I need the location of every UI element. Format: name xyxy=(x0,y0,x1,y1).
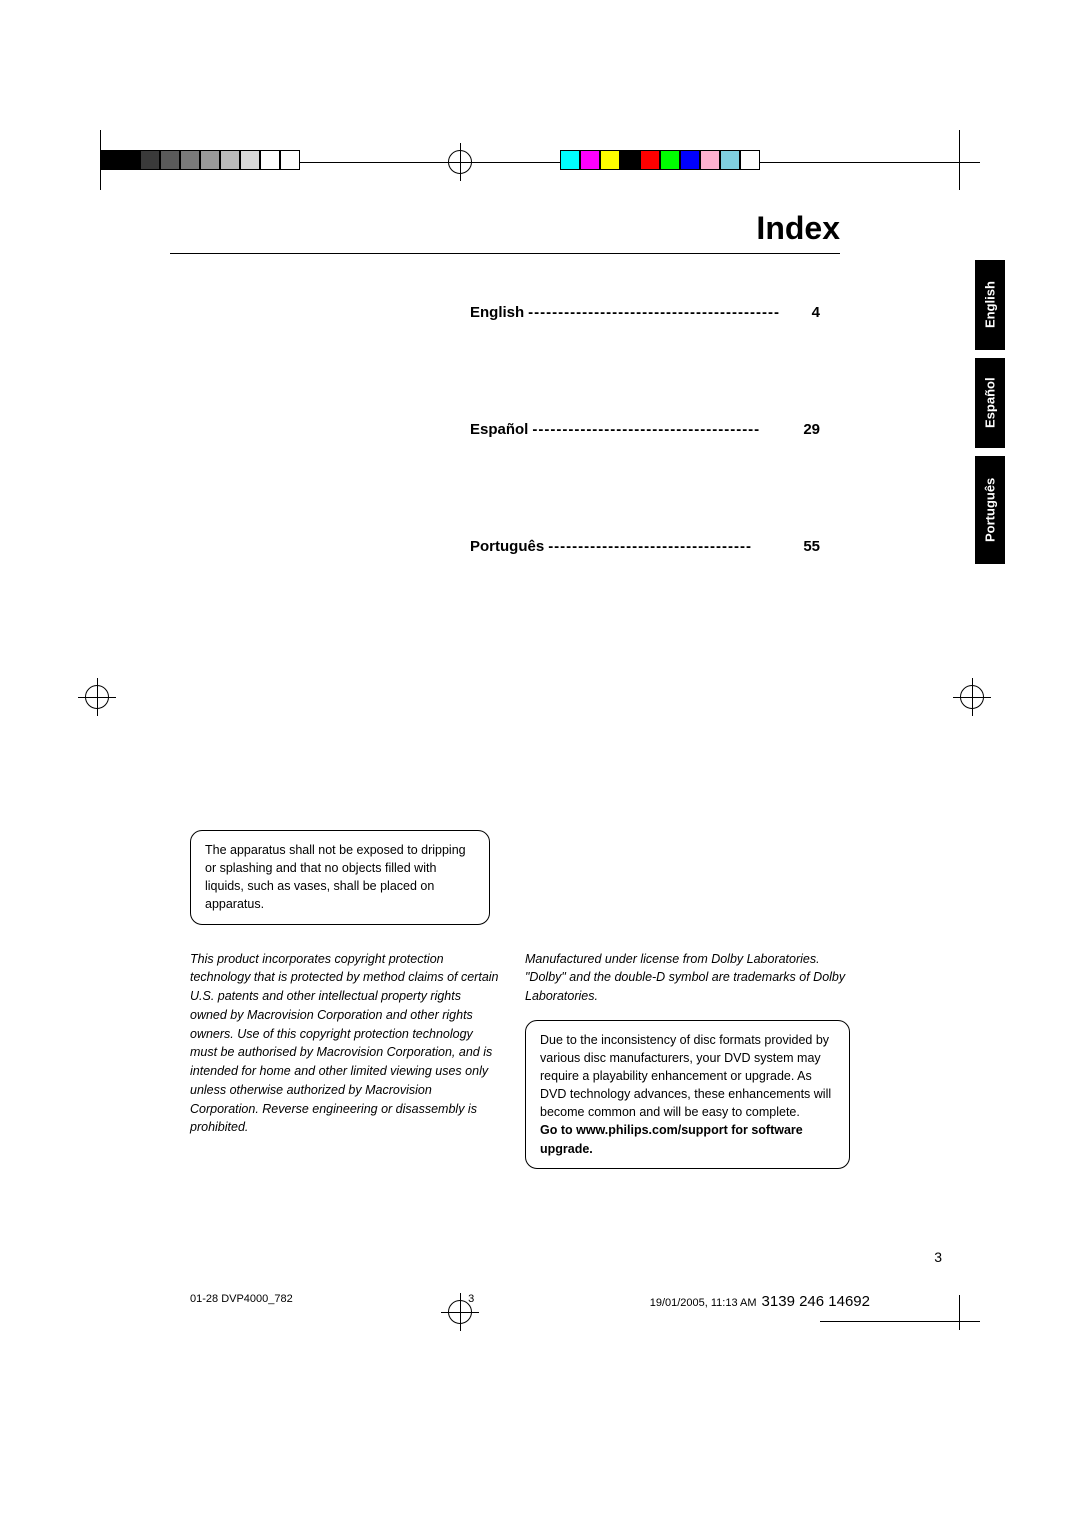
index-list: English --------------------------------… xyxy=(470,304,820,555)
color-bar-greyscale xyxy=(100,150,300,170)
page-title: Index xyxy=(170,210,840,254)
language-tabs: English Español Português xyxy=(975,260,1005,572)
footer-part-number: 3139 246 14692 xyxy=(762,1293,870,1310)
tab-english: English xyxy=(975,260,1005,350)
page-number: 3 xyxy=(934,1249,942,1265)
disc-box-body: Due to the inconsistency of disc formats… xyxy=(540,1033,831,1120)
color-bar-colors xyxy=(560,150,760,170)
tab-espanol: Español xyxy=(975,358,1005,448)
footer-doc-id: 01-28 DVP4000_782 xyxy=(190,1293,293,1310)
registration-target-icon xyxy=(448,150,472,174)
index-row-english: English --------------------------------… xyxy=(470,304,820,321)
registration-target-icon xyxy=(85,685,109,709)
index-leader: ---------------------------------- xyxy=(548,538,799,555)
index-page: 4 xyxy=(812,304,820,321)
index-row-portugues: Português ------------------------------… xyxy=(470,538,820,555)
warning-box-dripping: The apparatus shall not be exposed to dr… xyxy=(190,830,490,925)
macrovision-notice: This product incorporates copyright prot… xyxy=(190,950,500,1169)
footer-date: 19/01/2005, 11:13 AM xyxy=(650,1297,757,1309)
index-page: 55 xyxy=(803,538,820,555)
footer: 01-28 DVP4000_782 3 19/01/2005, 11:13 AM… xyxy=(190,1293,870,1310)
index-page: 29 xyxy=(803,421,820,438)
disc-box-support-link: Go to www.philips.com/support for softwa… xyxy=(540,1123,803,1155)
index-leader: -------------------------------------- xyxy=(532,421,799,438)
index-label: Português xyxy=(470,538,544,555)
index-label: Español xyxy=(470,421,528,438)
dolby-notice: Manufactured under license from Dolby La… xyxy=(525,950,855,1006)
index-leader: ----------------------------------------… xyxy=(528,304,807,321)
footer-sheet-num: 3 xyxy=(468,1293,474,1310)
tab-portugues: Português xyxy=(975,456,1005,564)
disc-format-box: Due to the inconsistency of disc formats… xyxy=(525,1020,850,1169)
index-row-espanol: Español --------------------------------… xyxy=(470,421,820,438)
index-label: English xyxy=(470,304,524,321)
registration-target-icon xyxy=(960,685,984,709)
